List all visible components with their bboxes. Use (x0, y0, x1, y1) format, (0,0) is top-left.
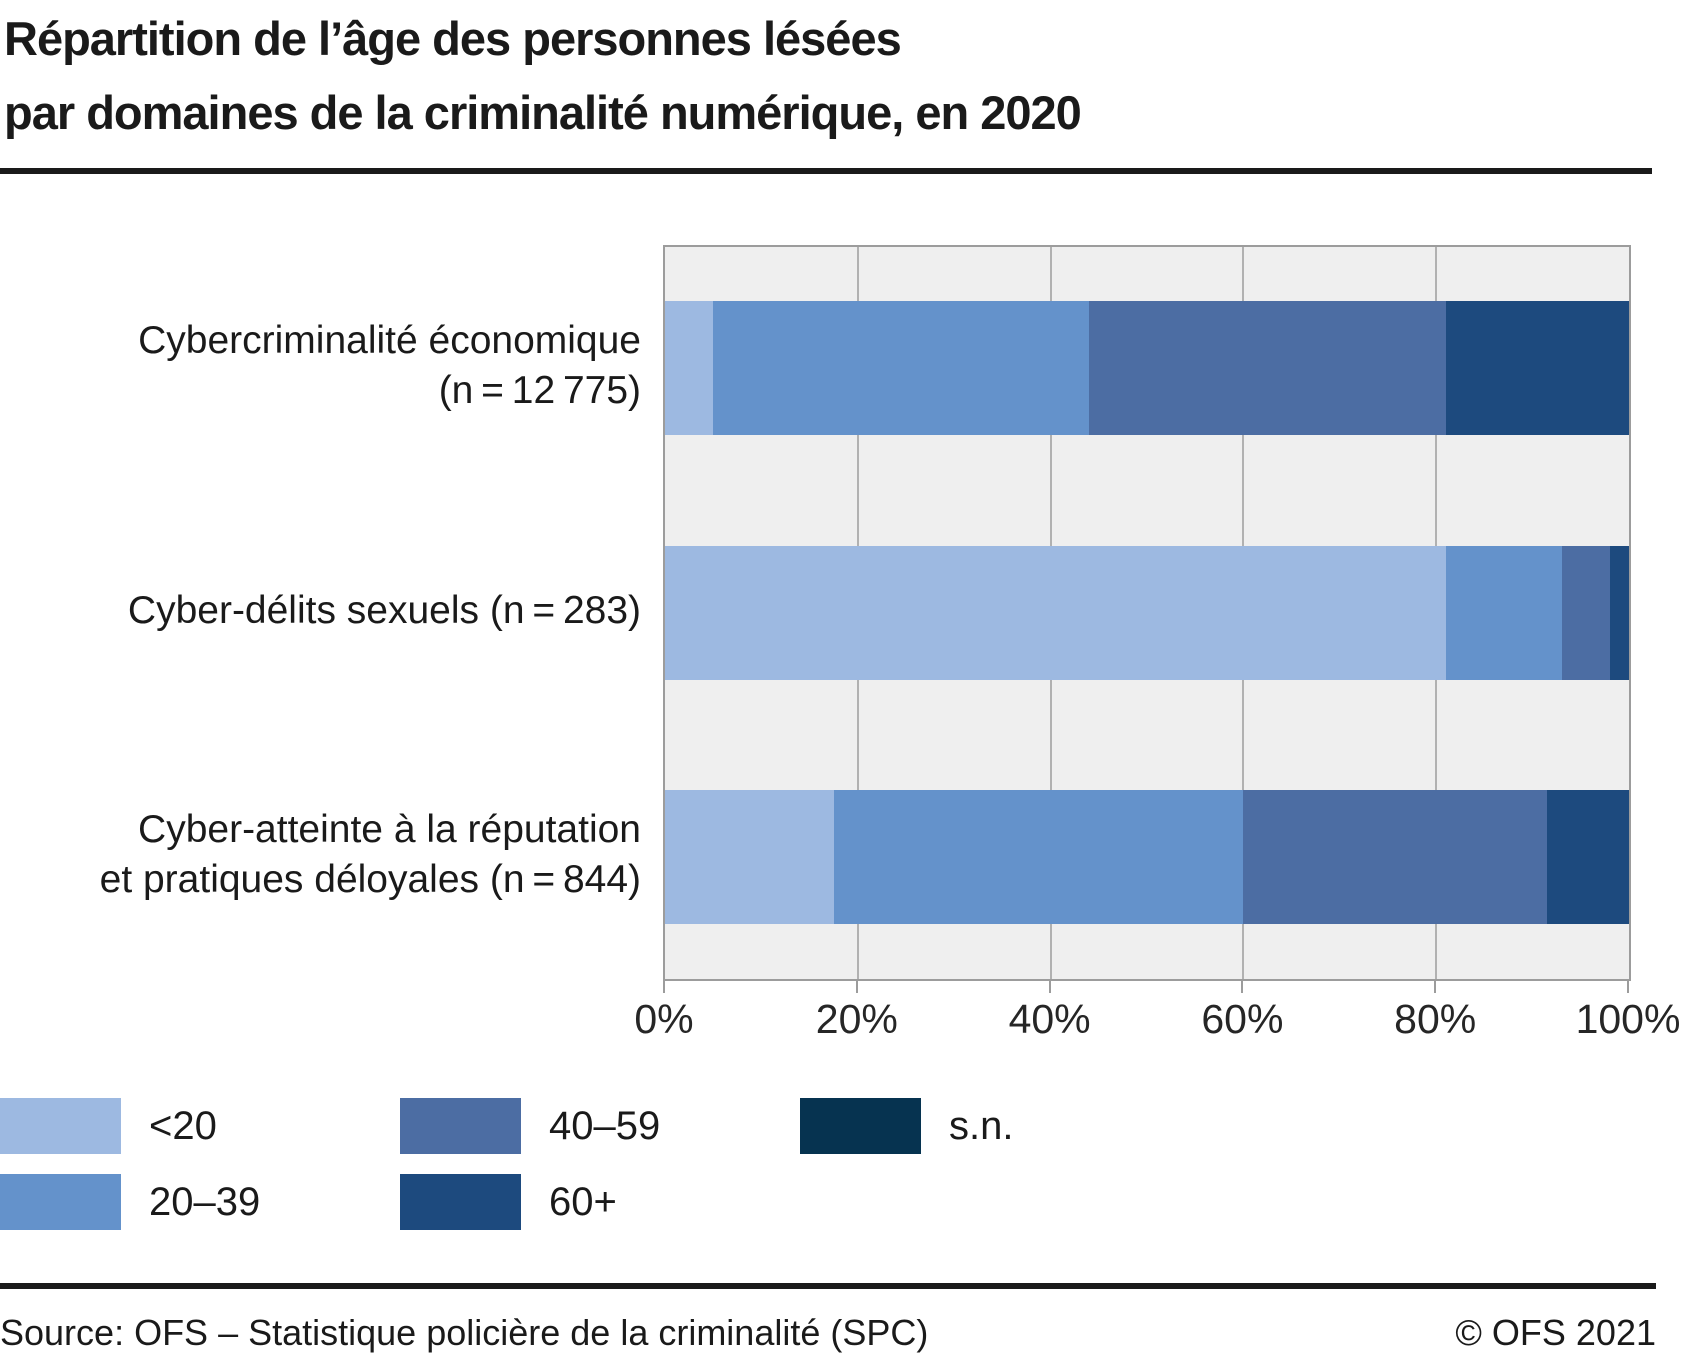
x-axis-tick (663, 981, 665, 993)
legend-swatch (400, 1098, 521, 1154)
footer: Source: OFS – Statistique policière de l… (0, 1312, 1656, 1354)
bar-segment (1243, 790, 1548, 924)
x-tick-label: 20% (815, 996, 898, 1042)
legend-item: 20–39 (0, 1174, 260, 1230)
category-label-line: Cybercriminalité économique (138, 319, 641, 362)
category-label-line: Cyber-délits sexuels (n = 283) (127, 589, 641, 632)
category-label-line: (n = 12 775) (438, 369, 641, 412)
chart-title: Répartition de l’âge des personnes lésée… (4, 2, 1082, 150)
bar-segment (1609, 546, 1629, 680)
bar-segment (1445, 301, 1629, 435)
plot-area (663, 245, 1631, 981)
title-divider (0, 168, 1652, 174)
bar-segment (665, 301, 714, 435)
category-label: Cyber-délits sexuels (n = 283) (0, 586, 641, 636)
legend-item: 40–59 (400, 1098, 660, 1154)
category-label: Cyber-atteinte à la réputation et pratiqu… (0, 805, 641, 905)
category-label-line: et pratiques déloyales (n = 844) (99, 858, 641, 901)
legend-swatch (0, 1174, 121, 1230)
legend-item: <20 (0, 1098, 217, 1154)
bar-segment (1445, 546, 1562, 680)
source-text: Source: OFS – Statistique policière de l… (0, 1312, 929, 1353)
x-tick-label: 80% (1394, 996, 1477, 1042)
bar-segment (713, 301, 1090, 435)
legend-label: s.n. (949, 1103, 1014, 1148)
chart-title-line1: Répartition de l’âge des personnes lésée… (4, 12, 902, 65)
x-axis-tick (1048, 981, 1051, 993)
bar-segment (665, 790, 834, 924)
legend-swatch (0, 1098, 121, 1154)
bar-segment (1547, 790, 1629, 924)
category-label: Cybercriminalité économique (n = 12 775) (0, 316, 641, 416)
copyright-text: © OFS 2021 (1455, 1312, 1656, 1353)
bar-row (665, 546, 1629, 680)
x-axis-tick (1434, 981, 1437, 993)
legend-item: 60+ (400, 1174, 617, 1230)
bar-row (665, 301, 1629, 435)
x-tick-label: 40% (1008, 996, 1091, 1042)
legend-label: <20 (149, 1103, 217, 1148)
legend-label: 20–39 (149, 1179, 261, 1224)
x-axis-tick (1627, 981, 1629, 993)
footer-divider (0, 1283, 1656, 1289)
legend-swatch (800, 1098, 921, 1154)
x-tick-label: 100% (1575, 996, 1681, 1042)
chart-title-line2: par domaines de la criminalité numérique… (4, 86, 1082, 139)
bar-segment (665, 546, 1446, 680)
legend-swatch (400, 1174, 521, 1230)
bar-segment (1089, 301, 1446, 435)
legend-label: 60+ (549, 1179, 617, 1224)
bar-segment (833, 790, 1244, 924)
legend-label: 40–59 (549, 1103, 661, 1148)
x-axis-tick (855, 981, 858, 993)
bar-segment (1561, 546, 1610, 680)
legend-item: s.n. (800, 1098, 1013, 1154)
x-tick-label: 0% (634, 996, 694, 1042)
bar-row (665, 790, 1629, 924)
category-label-line: Cyber-atteinte à la réputation (138, 808, 641, 851)
x-axis-tick (1241, 981, 1244, 993)
x-tick-label: 60% (1201, 996, 1284, 1042)
